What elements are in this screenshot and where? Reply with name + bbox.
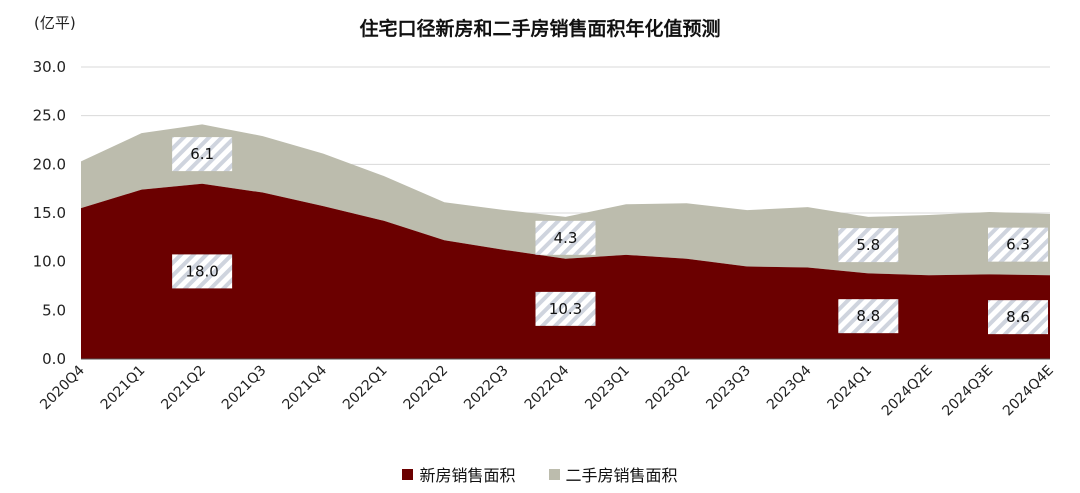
x-tick-label: 2024Q1 [825, 363, 876, 414]
data-label-box [535, 220, 596, 255]
y-tick-label: 25.0 [33, 107, 66, 125]
legend-swatch-second-hand [548, 468, 560, 480]
data-label-box [988, 300, 1048, 335]
legend-swatch-new-homes [402, 468, 414, 480]
data-label: 8.6 [1006, 308, 1030, 326]
legend-label-second-hand: 二手房销售面积 [565, 466, 678, 485]
data-label-box [172, 254, 233, 289]
y-tick-label: 15.0 [33, 204, 66, 222]
y-tick-label: 5.0 [42, 301, 66, 319]
y-tick-label: 30.0 [33, 58, 66, 76]
y-tick-label: 10.0 [33, 253, 66, 271]
x-tick-label: 2022Q3 [461, 363, 512, 414]
data-label: 6.3 [1006, 236, 1030, 254]
x-tick-label: 2023Q4 [764, 362, 815, 413]
data-label: 4.3 [554, 229, 578, 247]
y-tick-label: 0.0 [42, 350, 66, 368]
x-tick-label: 2021Q3 [219, 363, 270, 414]
data-label-box [838, 228, 899, 263]
area-second-hand [81, 124, 1050, 276]
area-new-homes [81, 183, 1050, 359]
data-label: 5.8 [856, 236, 880, 254]
x-tick-label: 2022Q1 [340, 363, 391, 414]
x-tick-label: 2024Q3E [939, 363, 996, 420]
legend-label-new-homes: 新房销售面积 [419, 466, 516, 485]
legend-item-new-homes: 新房销售面积 [402, 462, 515, 486]
x-tick-label: 2023Q2 [643, 363, 694, 414]
legend-item-second-hand: 二手房销售面积 [548, 462, 678, 486]
x-tick-label: 2023Q1 [582, 363, 633, 414]
data-label-box [172, 137, 233, 172]
x-tick-label: 2024Q2E [879, 363, 936, 420]
data-label-box [535, 291, 596, 326]
x-tick-label: 2024Q4E [1000, 363, 1057, 420]
data-label-box [838, 299, 899, 334]
x-tick-label: 2021Q1 [98, 363, 149, 414]
x-tick-label: 2023Q3 [703, 363, 754, 414]
x-tick-label: 2021Q2 [158, 363, 209, 414]
data-label: 10.3 [549, 300, 582, 318]
x-tick-label: 2022Q2 [401, 363, 452, 414]
chart-title: 住宅口径新房和二手房销售面积年化值预测 [359, 18, 721, 40]
data-label: 18.0 [185, 262, 218, 280]
x-tick-label: 2022Q4 [522, 362, 573, 413]
data-label-box [988, 227, 1048, 262]
data-label: 8.8 [856, 307, 880, 325]
x-tick-label: 2021Q4 [279, 362, 330, 413]
y-tick-label: 20.0 [33, 155, 66, 173]
data-label: 6.1 [190, 145, 214, 163]
legend: 新房销售面积 二手房销售面积 [0, 462, 1080, 486]
y-axis-unit: (亿平) [34, 14, 76, 32]
x-tick-label: 2020Q4 [37, 362, 88, 413]
